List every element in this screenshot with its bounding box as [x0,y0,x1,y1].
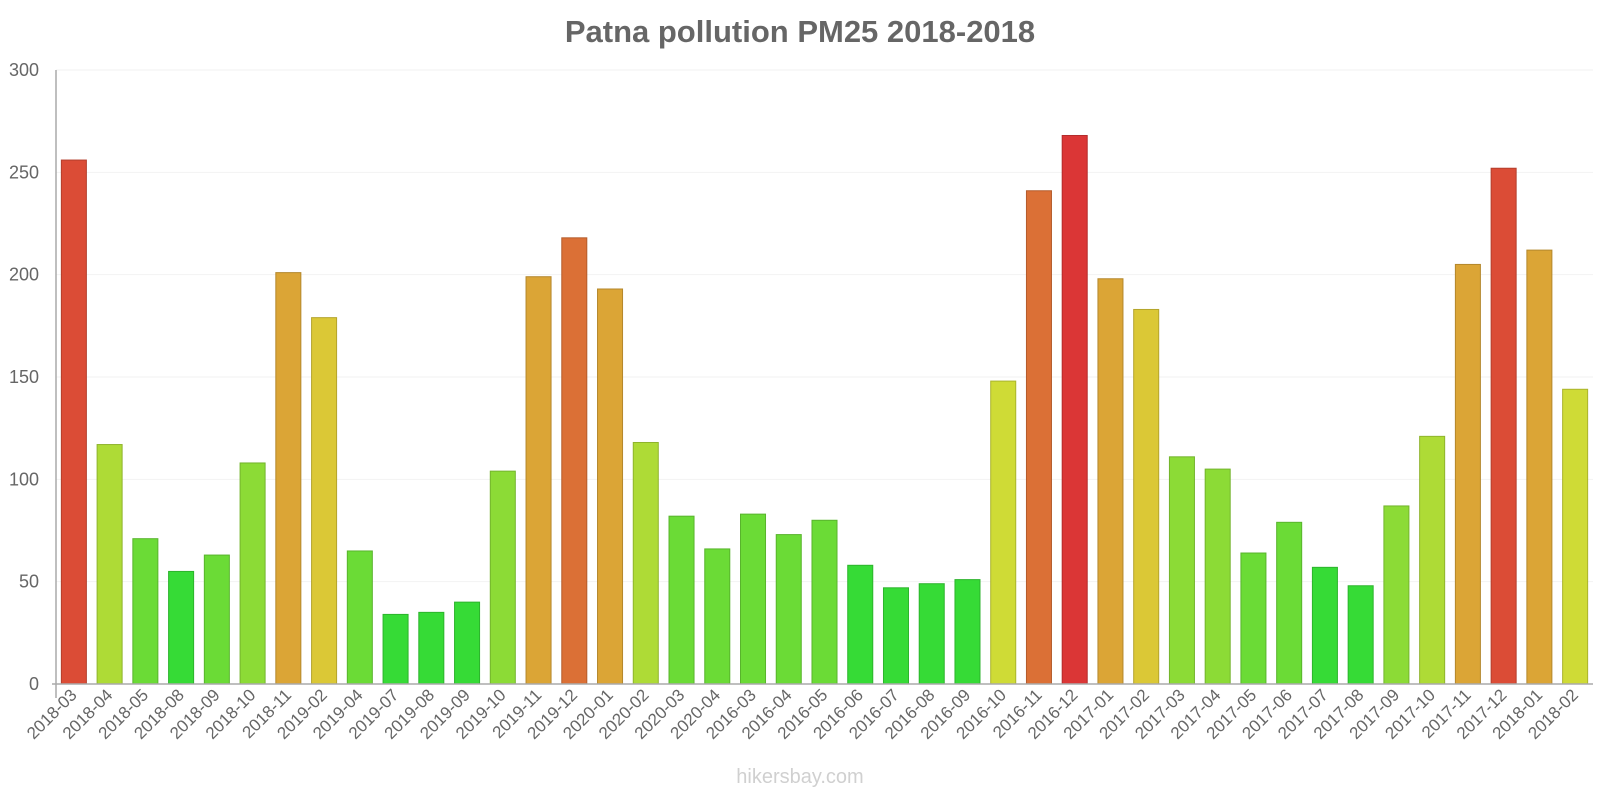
bar-2016-10 [990,380,1017,685]
y-tick-label: 150 [9,367,39,387]
bar-2020-02 [632,441,659,685]
chart-title: Patna pollution PM25 2018-2018 [564,14,1036,49]
bar-2017-08 [1347,585,1374,685]
bar-2017-10 [1419,435,1446,685]
axes [52,70,1593,698]
bar-2016-05 [811,519,838,685]
bar-2016-04 [775,534,802,685]
y-tick-label: 250 [9,162,39,182]
bar-2018-04 [96,444,123,685]
bar-2018-09 [203,554,230,685]
bar-2018-01 [1526,249,1553,685]
bar-2017-02 [1133,308,1160,685]
bar-2017-12 [1490,167,1517,685]
bar-2018-08 [168,570,195,685]
bar-2019-09 [454,601,481,685]
bar-2017-09 [1383,505,1410,685]
bars [60,134,1589,685]
y-tick-label: 50 [19,572,39,592]
bar-2016-11 [1025,190,1052,685]
bar-2016-08 [918,583,945,685]
bar-2016-12 [1061,134,1088,685]
bar-2019-07 [382,613,409,685]
bar-2020-04 [704,548,731,685]
bar-2020-01 [597,288,624,685]
bar-2017-04 [1204,468,1231,685]
bar-2018-10 [239,462,266,685]
bar-2017-05 [1240,552,1267,685]
bar-2019-11 [525,276,552,685]
bar-2016-07 [882,587,909,685]
bar-2017-07 [1311,566,1338,685]
bar-2017-03 [1168,456,1195,685]
y-tick-label: 0 [29,674,39,694]
bar-2017-11 [1454,263,1481,685]
bar-2018-02 [1562,388,1589,685]
bar-2020-03 [668,515,695,685]
y-tick-label: 100 [9,469,39,489]
y-tick-label: 200 [9,265,39,285]
bar-2018-11 [275,272,302,685]
bar-2019-10 [489,470,516,685]
bar-2019-08 [418,611,445,685]
bar-2016-09 [954,579,981,685]
bar-2016-03 [740,513,767,685]
bar-2019-12 [561,237,588,685]
bar-2019-04 [346,550,373,685]
bar-2017-06 [1276,521,1303,685]
watermark: hikersbay.com [736,766,864,788]
y-tick-label: 300 [9,60,39,80]
bar-2016-06 [847,564,874,685]
bar-2018-03 [60,159,87,685]
bar-2018-05 [132,538,159,685]
bar-2019-02 [311,317,338,685]
bar-2017-01 [1097,278,1124,685]
